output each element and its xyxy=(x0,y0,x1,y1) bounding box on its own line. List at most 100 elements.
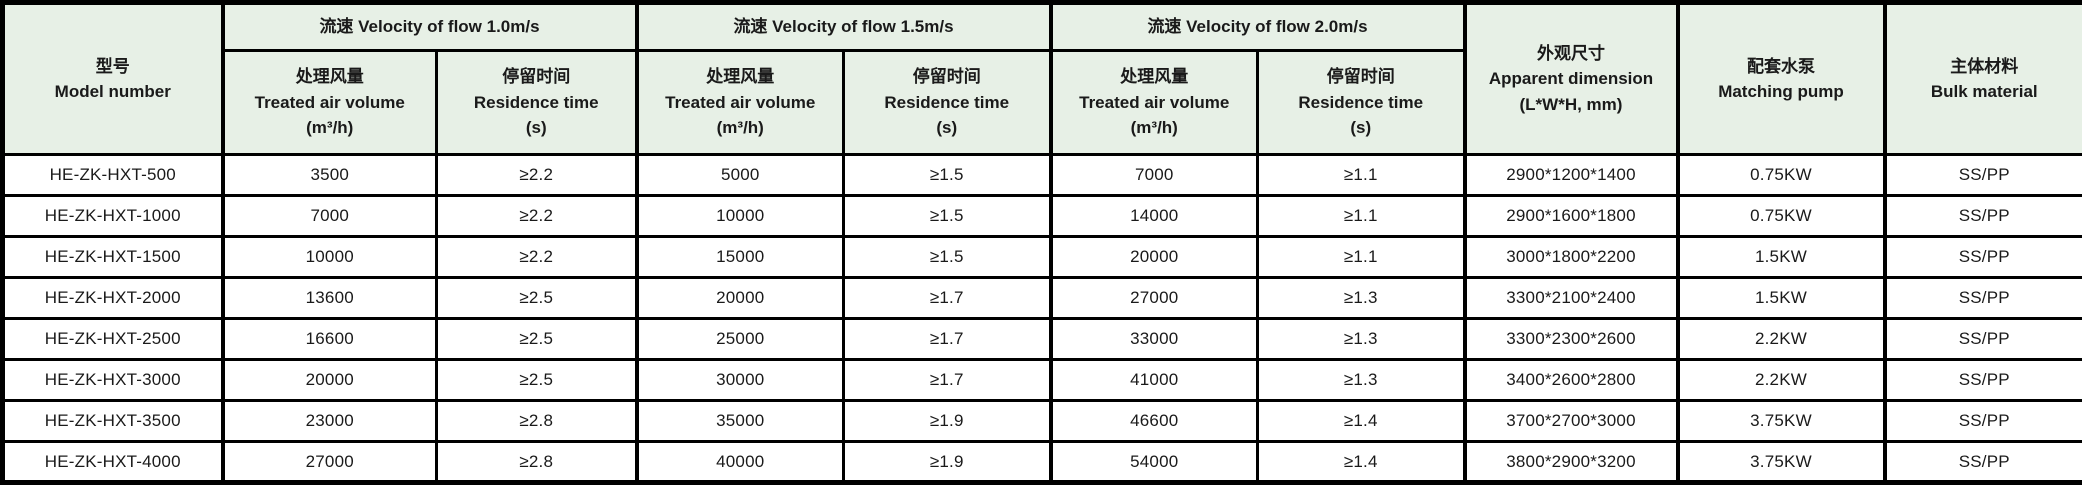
model-cell: HE-ZK-HXT-3500 xyxy=(3,401,223,442)
v15-air-cell: 25000 xyxy=(637,319,844,360)
air-volume-header-3: 处理风量 Treated air volume (m³/h) xyxy=(1051,51,1258,155)
v10-air-cell: 10000 xyxy=(223,237,437,278)
v10-air-cell: 20000 xyxy=(223,360,437,401)
air-volume-en: Treated air volume xyxy=(641,90,841,116)
v20-res-cell: ≥1.3 xyxy=(1258,278,1465,319)
dimension-cell: 2900*1600*1800 xyxy=(1465,196,1678,237)
residence-time-zh: 停留时间 xyxy=(847,64,1047,90)
pump-header: 配套水泵 Matching pump xyxy=(1678,3,1885,155)
v15-air-cell: 15000 xyxy=(637,237,844,278)
v10-res-cell: ≥2.2 xyxy=(437,155,637,196)
air-volume-zh: 处理风量 xyxy=(641,64,841,90)
group-header-row: 型号 Model number 流速 Velocity of flow 1.0m… xyxy=(3,3,2082,51)
v15-air-cell: 40000 xyxy=(637,442,844,483)
v15-air-cell: 5000 xyxy=(637,155,844,196)
v20-res-cell: ≥1.4 xyxy=(1258,401,1465,442)
v20-air-cell: 33000 xyxy=(1051,319,1258,360)
model-cell: HE-ZK-HXT-4000 xyxy=(3,442,223,483)
pump-cell: 2.2KW xyxy=(1678,360,1885,401)
v10-res-cell: ≥2.8 xyxy=(437,401,637,442)
v10-air-cell: 27000 xyxy=(223,442,437,483)
v15-air-cell: 20000 xyxy=(637,278,844,319)
model-cell: HE-ZK-HXT-2000 xyxy=(3,278,223,319)
residence-time-zh: 停留时间 xyxy=(1261,64,1461,90)
pump-header-en: Matching pump xyxy=(1682,79,1881,105)
v20-res-cell: ≥1.1 xyxy=(1258,196,1465,237)
pump-cell: 0.75KW xyxy=(1678,155,1885,196)
model-header-en: Model number xyxy=(7,79,219,105)
material-header: 主体材料 Bulk material xyxy=(1885,3,2082,155)
v20-res-cell: ≥1.3 xyxy=(1258,319,1465,360)
material-cell: SS/PP xyxy=(1885,442,2082,483)
dimension-header-unit: (L*W*H, mm) xyxy=(1469,92,1674,118)
v20-res-cell: ≥1.4 xyxy=(1258,442,1465,483)
v20-res-cell: ≥1.3 xyxy=(1258,360,1465,401)
pump-cell: 1.5KW xyxy=(1678,278,1885,319)
dimension-header-zh: 外观尺寸 xyxy=(1469,41,1674,67)
material-cell: SS/PP xyxy=(1885,278,2082,319)
pump-cell: 2.2KW xyxy=(1678,319,1885,360)
dimension-cell: 3800*2900*3200 xyxy=(1465,442,1678,483)
v15-res-cell: ≥1.9 xyxy=(844,401,1051,442)
dimension-cell: 3300*2300*2600 xyxy=(1465,319,1678,360)
material-header-en: Bulk material xyxy=(1889,79,2081,105)
dimension-cell: 3000*1800*2200 xyxy=(1465,237,1678,278)
table-header: 型号 Model number 流速 Velocity of flow 1.0m… xyxy=(3,3,2082,155)
v10-air-cell: 23000 xyxy=(223,401,437,442)
dimension-header: 外观尺寸 Apparent dimension (L*W*H, mm) xyxy=(1465,3,1678,155)
material-cell: SS/PP xyxy=(1885,401,2082,442)
material-cell: SS/PP xyxy=(1885,319,2082,360)
v10-air-cell: 13600 xyxy=(223,278,437,319)
dimension-cell: 3300*2100*2400 xyxy=(1465,278,1678,319)
model-cell: HE-ZK-HXT-1000 xyxy=(3,196,223,237)
v15-res-cell: ≥1.5 xyxy=(844,237,1051,278)
pump-cell: 3.75KW xyxy=(1678,401,1885,442)
v20-res-cell: ≥1.1 xyxy=(1258,237,1465,278)
material-header-zh: 主体材料 xyxy=(1889,54,2081,80)
model-cell: HE-ZK-HXT-2500 xyxy=(3,319,223,360)
air-volume-header-2: 处理风量 Treated air volume (m³/h) xyxy=(637,51,844,155)
residence-time-header-2: 停留时间 Residence time (s) xyxy=(844,51,1051,155)
pump-header-zh: 配套水泵 xyxy=(1682,54,1881,80)
air-volume-zh: 处理风量 xyxy=(1055,64,1255,90)
v10-res-cell: ≥2.2 xyxy=(437,196,637,237)
pump-cell: 3.75KW xyxy=(1678,442,1885,483)
air-volume-header-1: 处理风量 Treated air volume (m³/h) xyxy=(223,51,437,155)
v10-air-cell: 16600 xyxy=(223,319,437,360)
v15-res-cell: ≥1.5 xyxy=(844,155,1051,196)
v15-res-cell: ≥1.5 xyxy=(844,196,1051,237)
air-volume-en: Treated air volume xyxy=(1055,90,1255,116)
residence-time-zh: 停留时间 xyxy=(440,64,633,90)
v10-air-cell: 7000 xyxy=(223,196,437,237)
v20-res-cell: ≥1.1 xyxy=(1258,155,1465,196)
model-cell: HE-ZK-HXT-3000 xyxy=(3,360,223,401)
air-volume-unit: (m³/h) xyxy=(227,115,434,141)
v20-air-cell: 54000 xyxy=(1051,442,1258,483)
velocity-group-header-2: 流速 Velocity of flow 1.5m/s xyxy=(637,3,1051,51)
residence-time-en: Residence time xyxy=(1261,90,1461,116)
dimension-cell: 3700*2700*3000 xyxy=(1465,401,1678,442)
residence-time-header-1: 停留时间 Residence time (s) xyxy=(437,51,637,155)
v15-res-cell: ≥1.7 xyxy=(844,319,1051,360)
dimension-header-en: Apparent dimension xyxy=(1469,66,1674,92)
residence-time-en: Residence time xyxy=(440,90,633,116)
v20-air-cell: 14000 xyxy=(1051,196,1258,237)
v10-res-cell: ≥2.2 xyxy=(437,237,637,278)
v15-res-cell: ≥1.7 xyxy=(844,278,1051,319)
residence-time-header-3: 停留时间 Residence time (s) xyxy=(1258,51,1465,155)
velocity-group-header-3: 流速 Velocity of flow 2.0m/s xyxy=(1051,3,1465,51)
v15-res-cell: ≥1.9 xyxy=(844,442,1051,483)
model-cell: HE-ZK-HXT-500 xyxy=(3,155,223,196)
model-header-zh: 型号 xyxy=(7,54,219,80)
pump-cell: 1.5KW xyxy=(1678,237,1885,278)
dimension-cell: 2900*1200*1400 xyxy=(1465,155,1678,196)
residence-time-unit: (s) xyxy=(1261,115,1461,141)
air-volume-en: Treated air volume xyxy=(227,90,434,116)
model-cell: HE-ZK-HXT-1500 xyxy=(3,237,223,278)
v20-air-cell: 7000 xyxy=(1051,155,1258,196)
